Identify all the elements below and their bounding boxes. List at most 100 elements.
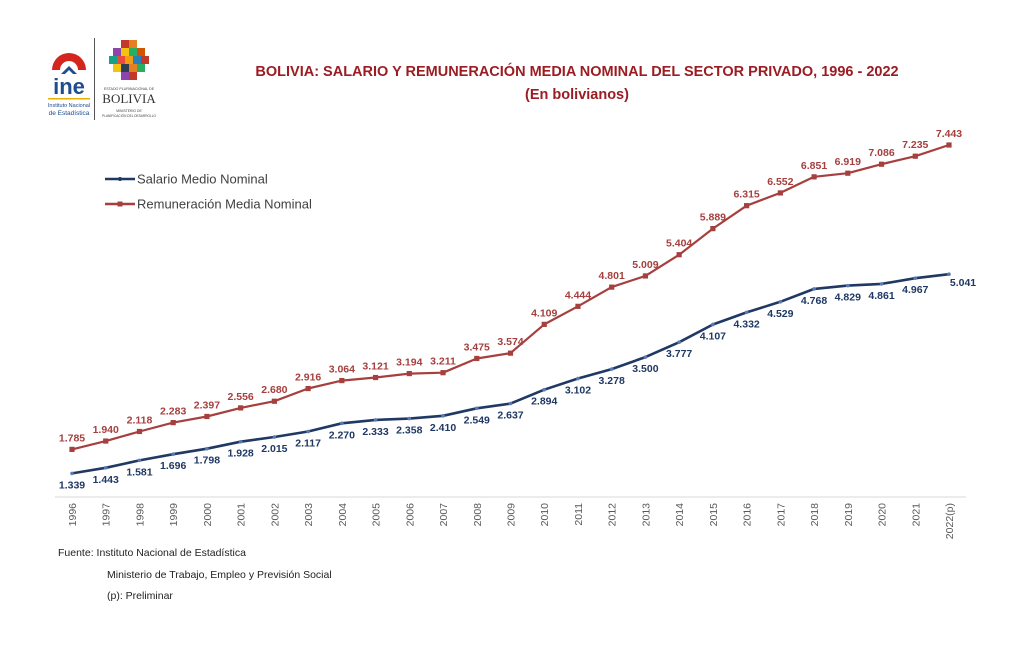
- ine-logo-line2: de Estadística: [49, 110, 90, 117]
- data-label-remuneracion: 6.552: [767, 176, 793, 188]
- bolivia-logo: ESTADO PLURINACIONAL DE BOLIVIA MINISTER…: [102, 40, 157, 118]
- x-axis-ticks: 1996 1997 1998 1999 2000 2001 2002 2003 2004 2005…: [67, 503, 956, 539]
- data-point-salario: [913, 276, 918, 281]
- data-label-remuneracion: 2.556: [228, 391, 254, 403]
- data-point-remuneracion: [406, 370, 412, 377]
- data-label-salario: 1.339: [59, 479, 85, 491]
- data-point-salario: [542, 387, 547, 392]
- data-label-remuneracion: 7.086: [868, 147, 894, 159]
- x-tick-label: 2005: [371, 503, 383, 527]
- data-point-remuneracion: [69, 446, 75, 452]
- x-tick-label: 2017: [775, 503, 787, 527]
- data-point-remuneracion: [507, 350, 514, 356]
- data-point-salario: [306, 429, 310, 434]
- x-tick-label: 2020: [877, 503, 889, 527]
- footer-source-2: Ministerio de Trabajo, Empleo y Previsió…: [107, 569, 332, 581]
- x-tick-label: 2000: [202, 503, 214, 527]
- bolivia-logo-top: ESTADO PLURINACIONAL DE: [104, 87, 155, 91]
- data-label-salario: 4.529: [767, 308, 793, 320]
- data-point-remuneracion: [170, 419, 176, 426]
- data-label-remuneracion: 6.851: [801, 160, 827, 172]
- series-markers: [69, 142, 952, 476]
- data-point-remuneracion: [575, 303, 581, 309]
- data-label-remuneracion: 2.680: [261, 384, 287, 396]
- data-label-salario: 2.358: [396, 425, 422, 437]
- x-tick-label: 2018: [809, 503, 821, 527]
- data-label-salario: 4.829: [835, 292, 861, 304]
- data-point-salario: [812, 287, 816, 291]
- data-label-remuneracion: 3.194: [396, 357, 422, 369]
- data-label-salario: 2.333: [362, 426, 388, 438]
- footer-note: (p): Preliminar: [107, 590, 173, 602]
- series-lines: [71, 143, 950, 475]
- legend-marker-remuneracion: [117, 201, 123, 207]
- data-label-salario: 2.270: [329, 429, 355, 441]
- ine-logo-line1: Instituto Nacional: [48, 103, 90, 109]
- data-labels: 1.339 1.443 1.581 1.696 1.798 1.928 2.015 2.117…: [59, 128, 976, 491]
- x-tick-label: 1999: [168, 503, 180, 527]
- x-tick-label: 2007: [438, 503, 450, 527]
- data-label-salario: 3.500: [632, 363, 658, 375]
- x-tick-label: 2011: [573, 503, 585, 526]
- data-label-salario: 2.894: [531, 396, 557, 408]
- data-point-salario: [609, 367, 614, 371]
- data-point-remuneracion: [912, 153, 918, 159]
- data-point-salario: [474, 406, 479, 411]
- x-tick-label: 2006: [404, 503, 416, 527]
- ine-logo: ine Instituto Nacional de Estadística: [48, 53, 90, 117]
- data-point-remuneracion: [238, 405, 244, 411]
- data-point-salario: [643, 355, 648, 359]
- data-point-remuneracion: [103, 438, 109, 444]
- data-point-remuneracion: [204, 413, 210, 420]
- data-point-remuneracion: [946, 142, 952, 148]
- data-label-remuneracion: 4.444: [565, 289, 591, 301]
- footer-source: Fuente: Instituto Nacional de Estadístic…: [58, 547, 246, 559]
- data-label-salario: 2.410: [430, 422, 456, 434]
- ine-logo-text: ine: [53, 74, 85, 99]
- data-label-remuneracion: 2.397: [194, 399, 220, 411]
- data-label-remuneracion: 7.235: [902, 139, 928, 151]
- data-label-remuneracion: 3.574: [497, 336, 523, 348]
- data-label-salario: 1.696: [160, 460, 186, 472]
- data-point-remuneracion: [744, 203, 750, 209]
- data-label-remuneracion: 3.121: [362, 361, 388, 373]
- data-point-salario: [677, 340, 681, 345]
- data-point-remuneracion: [271, 398, 277, 404]
- data-label-remuneracion: 3.064: [329, 364, 355, 376]
- data-point-remuneracion: [339, 377, 345, 384]
- data-label-salario: 4.967: [902, 284, 928, 296]
- x-tick-label: 2015: [708, 503, 720, 527]
- data-label-remuneracion: 2.916: [295, 372, 321, 384]
- data-point-remuneracion: [845, 170, 851, 176]
- data-point-salario: [947, 272, 951, 277]
- data-label-salario: 5.041: [950, 277, 976, 289]
- x-tick-label: 2008: [472, 503, 484, 527]
- data-point-salario: [171, 452, 175, 456]
- data-label-salario: 3.278: [599, 375, 625, 387]
- x-tick-label: 1998: [134, 503, 146, 527]
- data-point-salario: [508, 401, 513, 406]
- data-point-salario: [711, 322, 715, 327]
- data-label-remuneracion: 7.443: [936, 128, 962, 140]
- data-label-salario: 3.102: [565, 385, 591, 397]
- legend-label-remuneracion: Remuneración Media Nominal: [137, 197, 312, 212]
- data-label-remuneracion: 3.475: [464, 341, 490, 353]
- data-label-salario: 2.015: [261, 443, 287, 455]
- legend-marker-salario: [118, 177, 122, 181]
- data-point-remuneracion: [136, 428, 143, 435]
- x-tick-label: 2022(p): [944, 503, 956, 539]
- data-point-remuneracion: [305, 385, 311, 392]
- x-tick-label: 2010: [539, 503, 551, 527]
- data-label-remuneracion: 4.109: [531, 307, 557, 319]
- data-label-remuneracion: 4.801: [599, 270, 625, 282]
- x-tick-label: 2001: [236, 503, 248, 527]
- data-label-remuneracion: 2.283: [160, 406, 186, 418]
- chart-subtitle: (En bolivianos): [525, 87, 629, 103]
- data-point-salario: [879, 282, 884, 286]
- data-label-salario: 2.117: [295, 438, 321, 450]
- data-label-remuneracion: 1.940: [93, 424, 119, 436]
- data-point-salario: [407, 416, 412, 421]
- data-point-salario: [340, 421, 344, 426]
- bolivia-logo-bottom2: PLANIFICACIÓN DEL DESARROLLO: [102, 113, 157, 118]
- data-label-salario: 3.777: [666, 348, 692, 360]
